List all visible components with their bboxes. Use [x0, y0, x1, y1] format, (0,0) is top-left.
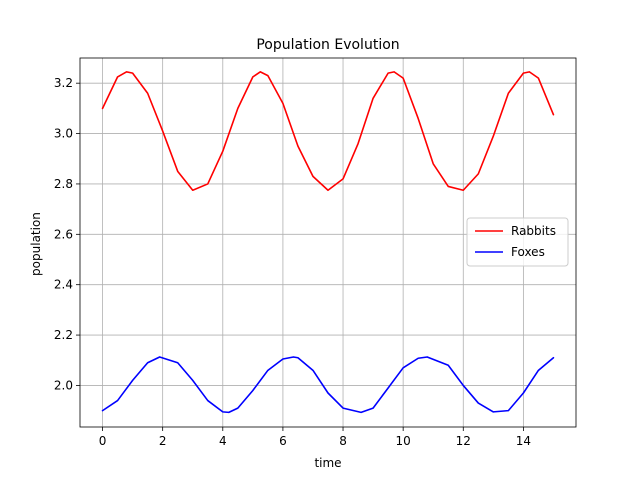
x-tick-label-7: 14 [516, 434, 531, 448]
legend-label-rabbits: Rabbits [511, 224, 556, 238]
y-tick-label-5: 3.0 [54, 127, 73, 141]
x-axis-label: time [314, 456, 341, 470]
grid [80, 58, 576, 427]
legend-box [466, 217, 569, 267]
x-tick-label-0: 0 [99, 434, 107, 448]
x-tick-label-1: 2 [159, 434, 167, 448]
y-tick-label-6: 3.2 [54, 76, 73, 90]
series-line-rabbits [101, 71, 555, 192]
y-tick-label-0: 2.0 [54, 378, 73, 392]
series-line-foxes [101, 356, 555, 414]
legend: Rabbits Foxes [466, 217, 569, 267]
y-axis-label: population [29, 212, 43, 276]
x-tick-label-5: 10 [396, 434, 411, 448]
y-tick-label-1: 2.2 [54, 328, 73, 342]
x-tick-label-6: 12 [456, 434, 471, 448]
x-tick-label-4: 8 [339, 434, 347, 448]
legend-label-foxes: Foxes [511, 245, 545, 259]
y-tick-label-2: 2.4 [54, 278, 73, 292]
x-tick-label-2: 4 [219, 434, 227, 448]
series-layer [101, 71, 555, 414]
chart-title: Population Evolution [256, 37, 399, 53]
axes: 0 2 4 6 8 10 12 14 2.0 2.2 2.4 2.6 2.8 3.0 3.2 [54, 57, 577, 448]
y-tick-label-4: 2.8 [54, 177, 73, 191]
plot-frame [79, 57, 577, 428]
y-tick-label-3: 2.6 [54, 227, 73, 241]
x-tick-label-3: 6 [279, 434, 287, 448]
